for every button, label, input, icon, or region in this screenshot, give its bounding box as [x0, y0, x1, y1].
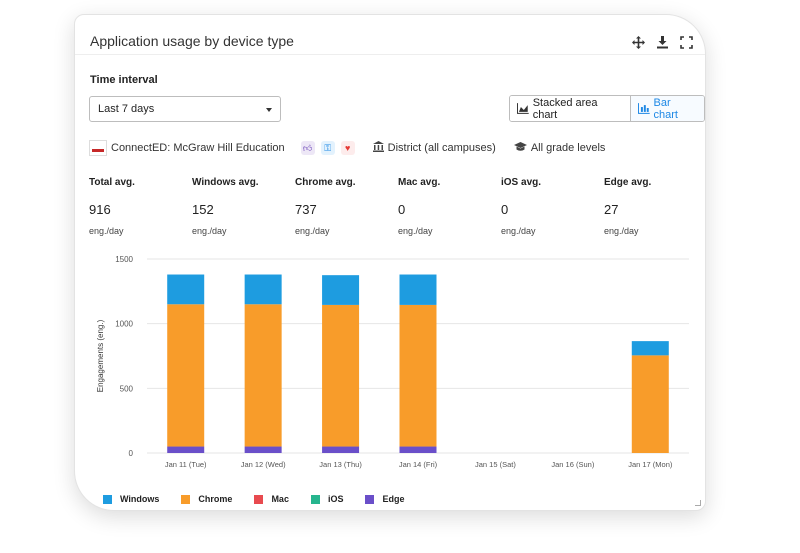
stat-unit: eng./day	[604, 226, 639, 236]
bar-segment-windows	[631, 341, 669, 356]
x-tick-label: Jan 12 (Wed)	[241, 460, 286, 469]
usage-bar-chart: 0 500 1000 1500 Engagements (eng.) Jan 11 (Tu…	[96, 255, 689, 469]
legend-item-mac[interactable]: Mac	[254, 494, 289, 504]
chart-type-toggle: Stacked area chart Bar chart	[509, 95, 705, 122]
download-icon[interactable]	[655, 35, 669, 49]
bar-segment-chrome	[167, 304, 205, 447]
legend-item-ios[interactable]: iOS	[310, 494, 344, 504]
legend-label: iOS	[327, 494, 344, 504]
time-interval-value: Last 7 days	[98, 103, 155, 115]
y-tick-label: 1000	[115, 320, 133, 329]
bar-segment-edge	[322, 446, 360, 453]
building-icon	[372, 141, 384, 155]
bar-segment-edge	[244, 446, 282, 453]
time-interval-label: Time interval	[90, 74, 158, 86]
legend-swatch	[310, 494, 320, 504]
legend-item-edge[interactable]: Edge	[365, 494, 404, 504]
stat-value: 737	[295, 202, 317, 217]
stat-total: Total avg. 916 eng./day	[89, 177, 189, 236]
bar-segment-chrome	[631, 355, 669, 453]
stat-mac: Mac avg. 0 eng./day	[398, 177, 498, 236]
thumbs-up-icon[interactable]: 👍︎	[300, 141, 315, 155]
graduation-cap-icon	[513, 141, 527, 155]
y-tick-label: 0	[129, 449, 134, 458]
app-logo	[89, 140, 107, 156]
x-tick-label: Jan 15 (Sat)	[475, 460, 516, 469]
grade-filter[interactable]: All grade levels	[530, 142, 606, 154]
bar-segment-edge	[399, 446, 437, 453]
legend-swatch	[103, 494, 112, 504]
legend-item-chrome[interactable]: Chrome	[181, 494, 232, 504]
expand-icon[interactable]	[679, 35, 693, 49]
key-icon[interactable]: ⚿	[320, 141, 335, 155]
x-tick-label: Jan 11 (Tue)	[165, 460, 207, 469]
bar-segment-windows	[244, 274, 282, 305]
stat-label: Chrome avg.	[295, 177, 356, 188]
stat-edge: Edge avg. 27 eng./day	[604, 177, 704, 236]
move-icon[interactable]	[631, 35, 645, 49]
bar-chart-icon	[637, 103, 650, 114]
bar-segment-windows	[167, 274, 205, 305]
app-usage-card: Application usage by device type Time in…	[74, 14, 706, 511]
heart-icon[interactable]: ♥	[340, 141, 355, 155]
stat-value: 27	[604, 202, 619, 217]
bar-segment-chrome	[322, 304, 360, 447]
legend-item-windows[interactable]: Windows	[103, 494, 159, 504]
resize-handle[interactable]	[695, 500, 701, 506]
stat-label: Edge avg.	[604, 177, 652, 188]
card-title: Application usage by device type	[90, 33, 294, 49]
stacked-area-chart-button[interactable]: Stacked area chart	[510, 96, 630, 121]
stat-unit: eng./day	[295, 226, 330, 236]
stat-label: Total avg.	[89, 177, 135, 188]
app-name: ConnectED: McGraw Hill Education	[111, 142, 285, 154]
legend-swatch	[365, 494, 375, 504]
stat-chrome: Chrome avg. 737 eng./day	[295, 177, 395, 236]
stat-windows: Windows avg. 152 eng./day	[192, 177, 292, 236]
time-interval-select[interactable]: Last 7 days	[89, 96, 281, 122]
chart-legend: Windows Chrome Mac iOS Edge	[103, 494, 426, 504]
y-tick-label: 1500	[115, 255, 133, 264]
legend-swatch	[181, 494, 191, 504]
stat-label: Windows avg.	[192, 177, 259, 188]
x-tick-label: Jan 13 (Thu)	[319, 460, 362, 469]
legend-label: Chrome	[198, 494, 233, 504]
bar-chart-label: Bar chart	[653, 96, 678, 121]
area-chart-icon	[517, 103, 529, 114]
stat-unit: eng./day	[501, 226, 536, 236]
x-tick-label: Jan 17 (Mon)	[628, 460, 673, 469]
stat-unit: eng./day	[89, 226, 124, 236]
bar-segment-chrome	[244, 304, 282, 447]
stat-value: 0	[501, 202, 509, 217]
filter-row: ConnectED: McGraw Hill Education 👍︎ ⚿ ♥ …	[89, 140, 605, 156]
stacked-area-chart-label: Stacked area chart	[532, 96, 598, 121]
x-tick-label: Jan 16 (Sun)	[551, 460, 594, 469]
stat-unit: eng./day	[398, 226, 433, 236]
bar-segment-windows	[399, 274, 437, 305]
bar-chart-button[interactable]: Bar chart	[629, 96, 704, 121]
y-tick-label: 500	[120, 384, 134, 393]
header-actions	[631, 35, 693, 49]
card-header: Application usage by device type	[75, 15, 705, 55]
legend-label: Edge	[382, 494, 405, 504]
district-filter[interactable]: District (all campuses)	[387, 142, 496, 154]
legend-label: Windows	[120, 494, 160, 504]
stat-unit: eng./day	[192, 226, 227, 236]
y-axis-label: Engagements (eng.)	[96, 319, 105, 392]
legend-swatch	[254, 494, 264, 504]
bar-segment-chrome	[399, 304, 437, 447]
legend-label: Mac	[271, 494, 289, 504]
stat-value: 916	[89, 202, 111, 217]
bar-segment-windows	[322, 275, 360, 305]
x-tick-label: Jan 14 (Fri)	[399, 460, 438, 469]
stat-label: Mac avg.	[398, 177, 441, 188]
stat-value: 152	[192, 202, 214, 217]
bar-segment-edge	[167, 446, 205, 453]
chevron-down-icon	[266, 108, 272, 112]
stat-label: iOS avg.	[501, 177, 542, 188]
stat-value: 0	[398, 202, 406, 217]
stat-ios: iOS avg. 0 eng./day	[501, 177, 601, 236]
